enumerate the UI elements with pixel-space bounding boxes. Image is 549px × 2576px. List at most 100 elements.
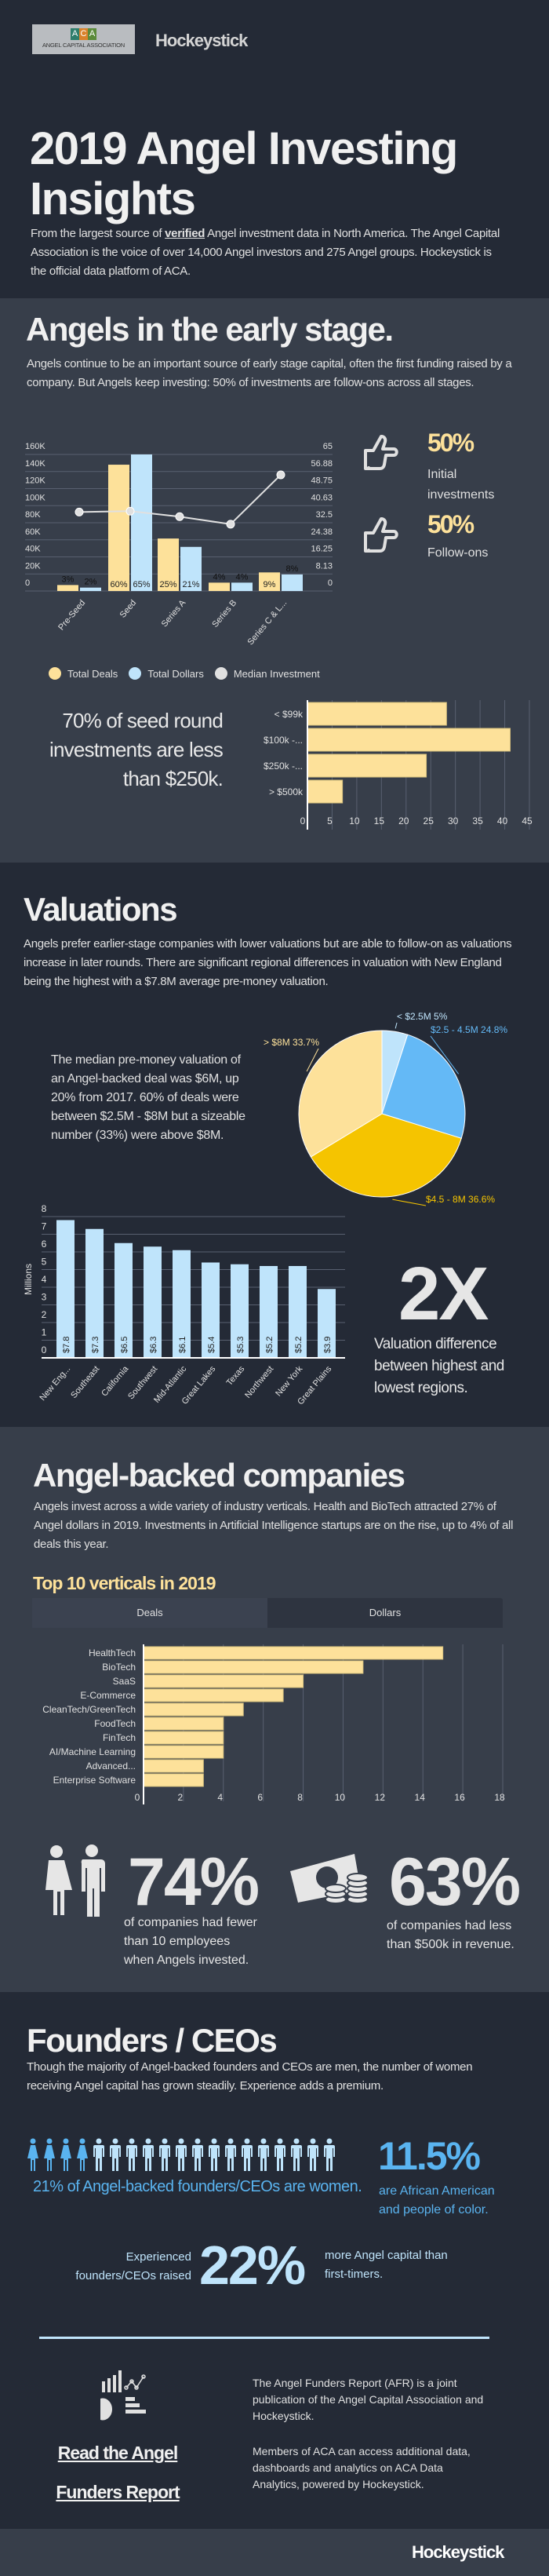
revenue-stat-label: of companies had less than $500k in reve… xyxy=(387,1919,514,1951)
bar xyxy=(115,1242,133,1358)
header-section: A C A ANGEL CAPITAL ASSOCIATION Hockeyst… xyxy=(0,0,549,298)
followon-thumb-icon xyxy=(362,514,403,562)
valuation-pie-chart: < $2.5M 5% $2.5 - 4.5M 24.8% $4.5 - 8M 36.… xyxy=(264,1011,507,1206)
x-tick: Series B xyxy=(210,598,238,629)
y-category: HealthTech xyxy=(89,1647,136,1658)
people-icon xyxy=(39,1844,110,1921)
y-tick: 4 xyxy=(42,1274,47,1285)
hockeystick-wordmark: Hockeystick xyxy=(155,31,248,50)
section-body: Angels continue to be an important sourc… xyxy=(27,357,512,389)
bar xyxy=(143,1731,224,1745)
x-tick: California xyxy=(100,1364,131,1399)
bar xyxy=(318,1289,336,1358)
y-category: FoodTech xyxy=(94,1718,136,1729)
man-icon xyxy=(257,2138,270,2176)
aca-letter: C xyxy=(79,28,88,40)
intro-emphasis: verified xyxy=(165,227,205,240)
pie-leader xyxy=(392,1199,427,1206)
section-title: Founders / CEOs xyxy=(27,2022,278,2059)
pie-label: > $8M 33.7% xyxy=(264,1037,319,1048)
median-point xyxy=(226,520,235,529)
money-coins-icon xyxy=(290,1854,370,1910)
bar xyxy=(231,1264,249,1358)
y-category: E-Commerce xyxy=(80,1690,136,1701)
y-tick-right: 48.75 xyxy=(311,476,333,486)
tab-dollars[interactable]: Dollars xyxy=(369,1607,402,1618)
bar xyxy=(307,728,511,752)
bar-deals xyxy=(209,582,230,591)
y-tick-right: 24.38 xyxy=(311,527,333,537)
bar-deals xyxy=(158,538,179,591)
y-tick-left: 80K xyxy=(25,510,41,520)
x-tick: Texas xyxy=(225,1364,247,1388)
man-icon xyxy=(224,2138,237,2176)
bar-label: 8% xyxy=(286,564,299,574)
x-tick: Series A xyxy=(160,598,188,629)
bar-dollars xyxy=(282,574,303,591)
bar xyxy=(307,753,427,778)
x-tick: 0 xyxy=(135,1792,140,1803)
man-icon xyxy=(208,2138,220,2176)
founders-section: Founders / CEOs Though the majority of A… xyxy=(0,1992,549,2529)
bar-deals xyxy=(108,465,129,591)
bar-label: $7.3 xyxy=(91,1337,100,1353)
footer-hockeystick-logo: Hockeystick xyxy=(412,2541,504,2564)
bar xyxy=(143,1759,204,1773)
big-stat-2x: 2X xyxy=(398,1252,489,1336)
footer: Hockeystick xyxy=(0,2529,549,2576)
y-tick-right: 32.5 xyxy=(316,510,333,520)
poc-text: are African American and people of color… xyxy=(379,2184,495,2217)
y-category: > $500k xyxy=(269,786,304,797)
section-body: Angels invest across a wide variety of i… xyxy=(34,1500,514,1551)
man-icon xyxy=(93,2138,105,2176)
y-tick: 1 xyxy=(42,1327,47,1338)
pie-slice xyxy=(381,1034,466,1139)
x-tick: 6 xyxy=(257,1792,263,1803)
x-tick: 5 xyxy=(327,815,333,826)
x-tick: Pre-Seed xyxy=(56,598,87,632)
aca-logo-name: ANGEL CAPITAL ASSOCIATION xyxy=(42,42,125,49)
bar xyxy=(260,1266,278,1358)
y-tick: 7 xyxy=(42,1221,47,1232)
woman-icon xyxy=(27,2138,39,2176)
bar-label: 9% xyxy=(264,580,276,589)
bar xyxy=(143,1674,304,1688)
man-icon xyxy=(307,2138,319,2176)
legend-label: Median Investment xyxy=(233,667,320,680)
man-icon xyxy=(323,2138,336,2176)
bar xyxy=(144,1246,162,1358)
man-icon xyxy=(175,2138,187,2176)
y-category: AI/Machine Learning xyxy=(49,1746,136,1757)
bar-deals xyxy=(57,585,78,591)
tab-deals[interactable]: Deals xyxy=(32,1598,267,1628)
pie-leader xyxy=(394,1022,398,1029)
employees-stat-label: of companies had fewer than 10 employees… xyxy=(124,1916,257,1967)
y-tick: 5 xyxy=(42,1257,47,1268)
y-axis-label: Millions xyxy=(23,1264,34,1295)
divider xyxy=(39,2337,489,2339)
y-tick-left: 60K xyxy=(25,527,41,537)
experienced-text-post: more Angel capital than first-timers. xyxy=(325,2249,448,2281)
bar-label: $5.2 xyxy=(294,1337,304,1353)
x-tick: 10 xyxy=(335,1792,346,1803)
title-line-2: Insights xyxy=(30,173,196,224)
x-tick: 4 xyxy=(217,1792,223,1803)
thumbs-up-icon xyxy=(364,435,398,470)
bar xyxy=(143,1773,204,1787)
y-tick-left: 160K xyxy=(25,442,45,451)
bar xyxy=(143,1646,444,1660)
experienced-text-pre: Experienced founders/CEOs raised xyxy=(75,2250,191,2282)
y-tick: 6 xyxy=(42,1239,47,1250)
y-category: $250k -... xyxy=(264,761,303,772)
bar xyxy=(56,1220,75,1358)
bar-label: $5.3 xyxy=(236,1337,245,1353)
big-stat-label: Valuation difference between highest and… xyxy=(374,1336,504,1396)
median-point xyxy=(175,512,184,521)
y-tick-left: 140K xyxy=(25,459,45,469)
hockeystick-logo: Hockeystick xyxy=(155,29,248,53)
bar-dollars xyxy=(231,582,253,591)
man-icon xyxy=(290,2138,303,2176)
bar xyxy=(202,1262,220,1358)
page-title: 2019 Angel Investing Insights xyxy=(30,124,532,224)
read-report-link[interactable]: Read the Angel Funders Report xyxy=(56,2443,180,2502)
